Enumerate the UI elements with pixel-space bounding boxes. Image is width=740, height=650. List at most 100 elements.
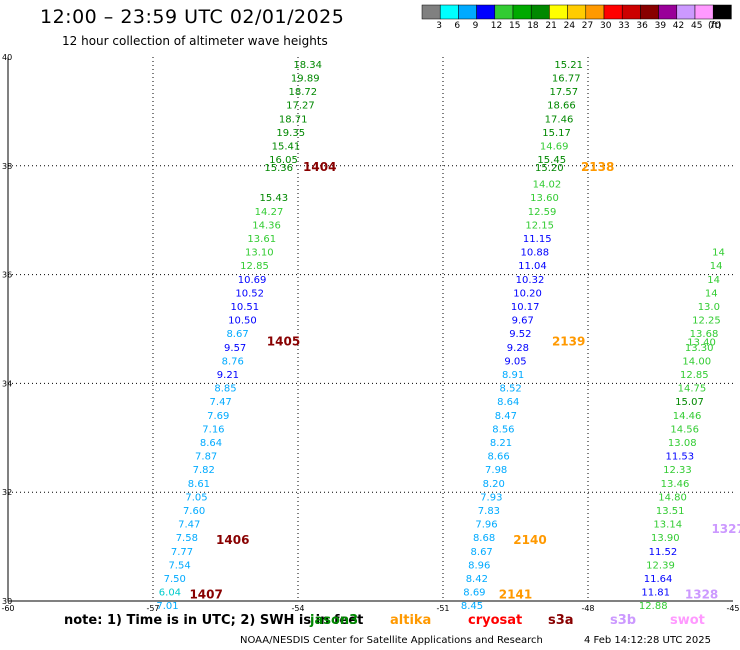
wave-height-label: 14.75 [678,384,707,395]
wave-height-label: 7.54 [168,560,190,571]
wave-height-label: 13.40 [687,337,716,348]
pass-time-label: 1407 [189,587,222,601]
wave-height-label: 13.46 [661,479,690,490]
wave-height-label: 12.88 [639,601,668,612]
wave-height-label: 11.52 [649,547,678,558]
wave-height-label: 15.36 [264,163,293,174]
wave-height-label: 7.93 [480,492,502,503]
wave-height-label: 18.34 [293,60,322,71]
wave-height-label: 16.77 [552,73,581,84]
wave-height-label: 7.77 [171,547,193,558]
wave-height-label: 8.68 [473,533,495,544]
wave-height-label: 7.47 [178,520,200,531]
wave-height-label: 10.69 [238,275,267,286]
wave-height-label: 12.39 [646,560,675,571]
wave-height-label: 10.51 [231,302,260,313]
wave-height-label: 7.16 [202,424,224,435]
x-tick-label: -45 [726,604,739,613]
wave-height-label: 14.46 [673,411,702,422]
wave-height-label: 8.21 [490,438,512,449]
wave-height-label: 17.46 [545,114,574,125]
wave-height-label: 8.20 [483,479,505,490]
wave-height-label: 10.20 [513,288,542,299]
generated-timestamp: 4 Feb 14:12:28 UTC 2025 [584,635,711,646]
wave-height-label: 7.58 [176,533,198,544]
wave-height-label: 13.68 [690,329,719,340]
scale-label: 6 [454,21,461,31]
wave-height-label: 17.27 [286,101,315,112]
legend-item-swot: swot [670,613,705,628]
wave-height-label: 7.50 [164,574,186,585]
wave-height-label: 7.01 [156,601,178,612]
scale-label: 15 [509,21,521,31]
wave-height-label: 7.69 [207,411,229,422]
x-tick-label: -51 [436,604,449,613]
scale-label: 30 [600,21,612,31]
wave-height-label: 15.43 [260,193,289,204]
wave-height-label: 15.45 [537,155,566,166]
legend-item-s3a: s3a [548,613,574,628]
wave-height-label: 11.04 [518,261,547,272]
wave-height-label: 11.64 [644,574,673,585]
wave-height-label: 10.88 [521,248,550,259]
legend-item-altika: altika [390,613,432,628]
scale-swatch [712,4,732,20]
wave-height-label: 12.33 [663,465,692,476]
altimeter-plot: -60 -57 -54 -51 -48 -45 30 32 34 36 38 40 18.34 19.89… [1,53,740,615]
color-scale-unit: (ft) [708,21,722,31]
wave-height-label: 8.64 [497,397,519,408]
pass-time-label: 2139 [552,334,585,348]
wave-height-label: 8.67 [226,329,248,340]
track-altika: 15.21 16.77 17.57 18.66 17.46 15.17 14.69 15.45… [461,60,615,612]
pass-time-label: 2141 [499,587,532,601]
x-tick-label: -60 [1,604,14,613]
wave-height-label: 9.67 [512,316,534,327]
scale-label: 39 [654,21,667,31]
wave-height-label: 14.00 [682,356,711,367]
x-tick-label: -48 [581,604,594,613]
wave-height-label: 18.66 [547,101,576,112]
wave-height-label: 8.42 [466,574,488,585]
wave-height-label: 15.21 [554,60,583,71]
wave-height-label: 13.30 [685,343,714,354]
wave-height-label: 12.59 [528,207,557,218]
wave-height-label: 13.10 [245,248,274,259]
wave-height-label: 11.15 [523,234,552,245]
wave-height-label: 19.89 [291,73,320,84]
wave-height-label: 7.05 [185,492,207,503]
wave-height-label: 13.08 [668,438,697,449]
wave-height-label: 8.47 [495,411,517,422]
wave-height-label: 15.41 [272,141,301,152]
scale-label: 9 [472,21,479,31]
wave-height-label: 16.05 [269,155,298,166]
legend-item-cryosat: cryosat [468,613,523,628]
wave-height-label: 10.52 [235,288,264,299]
wave-height-label: 7.60 [183,506,205,517]
wave-height-label: 8.67 [471,547,493,558]
wave-height-label: 8.76 [222,356,244,367]
scale-label: 33 [618,21,630,31]
wave-height-label: 9.21 [217,370,239,381]
x-tick-label: -57 [146,604,159,613]
wave-height-label: 7.98 [485,465,507,476]
wave-height-label: 12.85 [240,261,269,272]
wave-height-label: 14.56 [670,424,699,435]
wave-height-label: 18.71 [279,114,308,125]
wave-height-label: 12.15 [525,220,554,231]
wave-height-label: 14 [705,288,718,299]
wave-height-label: 13.60 [530,193,559,204]
pass-time-label: 1404 [303,160,336,174]
wave-height-label: 7.47 [210,397,232,408]
scale-label: 18 [527,21,539,31]
wave-height-label: 19.35 [276,128,305,139]
pass-time-label: 2140 [513,533,546,547]
wave-height-label: 10.50 [228,316,257,327]
scale-label: 27 [581,21,594,31]
wave-height-label: 10.32 [516,275,545,286]
scale-label: 42 [672,21,685,31]
wave-height-label: 8.64 [200,438,222,449]
wave-height-label: 10.17 [511,302,540,313]
y-tick-label: 40 [2,53,12,62]
wave-height-label: 15.07 [675,397,704,408]
wave-height-label: 13.14 [653,520,682,531]
